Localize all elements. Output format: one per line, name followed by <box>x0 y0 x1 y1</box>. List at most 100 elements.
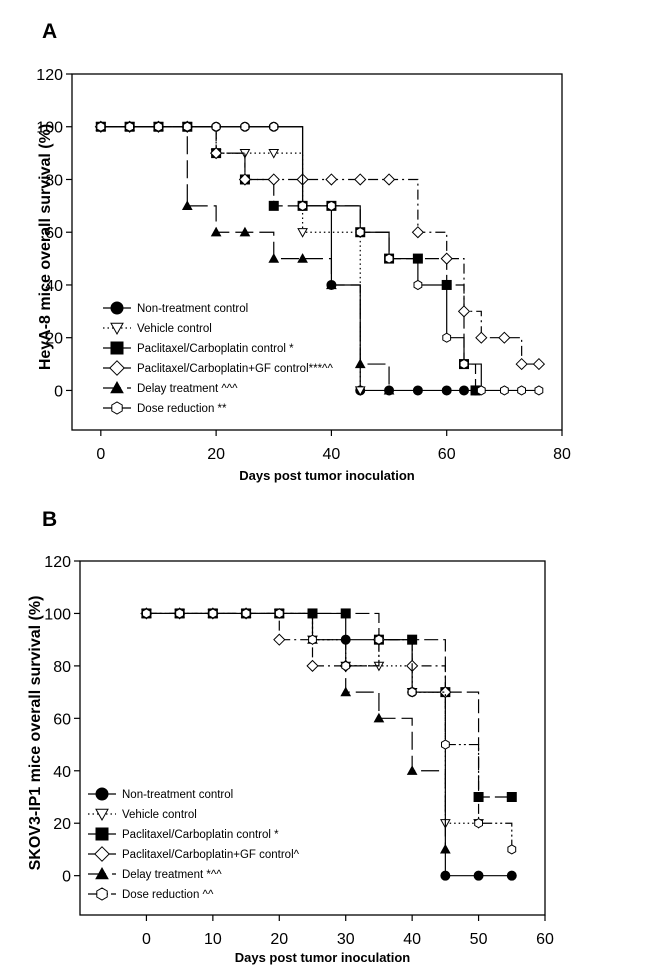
x-axis-title: Days post tumor inoculation <box>239 468 415 483</box>
legend-label: Vehicle control <box>122 809 197 821</box>
open-diamond-marker <box>109 360 125 376</box>
open-hexagon-marker <box>240 121 250 132</box>
y-tick-label: 100 <box>44 606 71 623</box>
legend-label: Paclitaxel/Carboplatin+GF control***^^ <box>137 363 333 375</box>
filled-triangle-marker <box>383 384 395 395</box>
open-hexagon-marker <box>96 887 108 901</box>
open-triangle-marker <box>354 386 366 396</box>
series-3 <box>94 120 546 371</box>
x-tick-label: 0 <box>96 446 105 463</box>
filled-triangle-marker <box>181 200 193 210</box>
legend-label: Delay treatment ^^^ <box>137 383 238 395</box>
legend-label: Non-treatment control <box>122 789 233 801</box>
open-diamond-marker <box>306 659 319 672</box>
filled-circle-marker <box>473 870 484 881</box>
y-axis-title: HeyA-8 mice overall survival (%) <box>37 124 54 370</box>
legend-label: Delay treatment *^^ <box>122 869 222 881</box>
series-line <box>146 612 446 693</box>
filled-circle-marker <box>110 301 124 315</box>
open-hexagon-marker <box>534 385 544 396</box>
open-diamond-marker <box>267 173 280 186</box>
filled-circle-marker <box>506 870 517 881</box>
filled-circle-marker <box>459 385 469 396</box>
open-triangle-marker <box>110 322 124 336</box>
filled-triangle-marker <box>326 279 337 290</box>
filled-triangle-marker <box>210 226 222 237</box>
y-tick-label: 100 <box>36 120 63 137</box>
open-diamond-marker <box>411 226 424 239</box>
y-tick-label: 120 <box>36 67 63 84</box>
filled-square-marker <box>473 792 484 802</box>
x-tick-label: 60 <box>438 446 456 463</box>
open-hexagon-marker <box>474 818 483 829</box>
open-hexagon-marker <box>407 687 417 698</box>
open-diamond-marker <box>439 686 452 699</box>
open-hexagon-marker <box>384 253 394 264</box>
filled-triangle-marker <box>268 253 280 263</box>
filled-triangle-marker <box>340 686 352 697</box>
y-tick-label: 40 <box>45 278 63 295</box>
series-line <box>146 612 513 850</box>
x-tick-label: 60 <box>536 931 554 948</box>
legend-label: Paclitaxel/Carboplatin control * <box>122 829 279 841</box>
y-tick-label: 60 <box>45 225 63 242</box>
open-hexagon-marker <box>298 200 307 211</box>
x-tick-label: 40 <box>323 446 341 463</box>
legend: Non-treatment control Vehicle control Pacl… <box>88 787 300 901</box>
open-hexagon-marker <box>517 385 526 396</box>
x-tick-label: 80 <box>553 446 571 463</box>
y-tick-label: 60 <box>53 711 71 728</box>
series-2 <box>141 608 517 802</box>
y-tick-label: 20 <box>45 331 63 348</box>
open-triangle-marker <box>297 228 308 238</box>
open-hexagon-marker <box>142 608 151 619</box>
filled-square-marker <box>110 341 124 355</box>
plot-frame <box>79 560 546 916</box>
legend-label: Paclitaxel/Carboplatin+GF control^ <box>122 849 300 861</box>
legend-label: Dose reduction ^^ <box>122 889 214 901</box>
y-axis-title: SKOV3-IP1 mice overall survival (%) <box>27 596 44 871</box>
open-hexagon-marker <box>111 401 123 415</box>
open-diamond-marker <box>498 331 511 344</box>
open-hexagon-marker <box>459 359 469 370</box>
legend-label: Vehicle control <box>137 323 212 335</box>
open-hexagon-marker <box>175 608 184 619</box>
open-hexagon-marker <box>182 121 192 132</box>
open-diamond-marker <box>515 357 528 371</box>
filled-triangle-marker <box>373 712 385 723</box>
open-diamond-marker <box>354 173 367 186</box>
panel-letter: B <box>42 508 57 531</box>
filled-triangle-marker <box>297 253 308 263</box>
y-tick-label: 80 <box>53 659 71 676</box>
series-5 <box>96 121 544 396</box>
open-hexagon-marker <box>269 121 279 132</box>
open-hexagon-marker <box>208 608 218 619</box>
legend-label: Non-treatment control <box>137 303 248 315</box>
legend-label: Dose reduction ** <box>137 403 227 415</box>
open-diamond-marker <box>273 633 286 646</box>
open-hexagon-marker <box>96 121 106 132</box>
open-diamond-marker <box>475 331 488 344</box>
filled-triangle-marker <box>354 358 366 369</box>
open-hexagon-marker <box>154 121 163 132</box>
y-tick-label: 0 <box>62 869 71 886</box>
filled-triangle-marker <box>406 765 418 775</box>
x-tick-label: 20 <box>207 446 225 463</box>
open-hexagon-marker <box>442 332 452 343</box>
y-tick-label: 80 <box>45 172 63 189</box>
open-hexagon-marker <box>341 660 351 671</box>
open-diamond-marker <box>238 173 252 186</box>
filled-square-marker <box>340 608 351 619</box>
open-hexagon-marker <box>476 385 486 396</box>
series-line <box>146 612 512 798</box>
open-diamond-marker <box>457 305 471 318</box>
open-triangle-marker <box>95 808 109 822</box>
filled-triangle-marker <box>440 843 451 854</box>
open-hexagon-marker <box>355 227 365 238</box>
open-hexagon-marker <box>374 634 384 645</box>
filled-circle-marker <box>440 870 451 881</box>
y-tick-label: 40 <box>53 764 71 781</box>
open-diamond-marker <box>382 173 396 186</box>
x-tick-label: 40 <box>403 931 421 948</box>
